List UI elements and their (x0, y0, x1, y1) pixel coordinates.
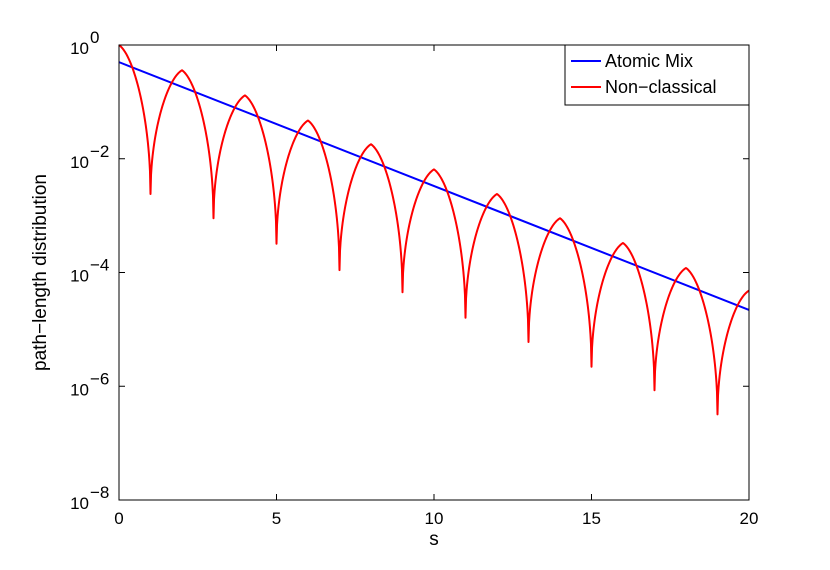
y-tick-label: 10 (70, 380, 89, 399)
y-tick-exponent: 0 (90, 28, 99, 47)
legend-label-1: Non−classical (605, 77, 717, 97)
plot-area (119, 45, 749, 500)
y-tick-exponent: −4 (90, 256, 109, 275)
y-tick-exponent: −2 (90, 142, 109, 161)
x-tick-label: 15 (582, 509, 601, 528)
legend: Atomic Mix Non−classical (564, 44, 750, 106)
y-tick-label: 10 (70, 267, 89, 286)
series-line-1 (118, 44, 750, 416)
legend-box (564, 44, 750, 106)
x-tick-label: 20 (740, 509, 759, 528)
y-tick-label: 10 (70, 494, 89, 513)
x-tick-label: 10 (425, 509, 444, 528)
legend-label-0: Atomic Mix (605, 51, 693, 71)
x-axis-title: s (429, 529, 439, 550)
x-tick-label: 5 (272, 509, 281, 528)
series-line-0 (118, 61, 750, 311)
y-tick-exponent: −8 (90, 483, 109, 502)
y-tick-label: 10 (70, 39, 89, 58)
y-tick-exponent: −6 (90, 369, 109, 388)
y-tick-label: 10 (70, 153, 89, 172)
y-axis-title: path−length distribution (30, 174, 51, 371)
x-tick-label: 0 (114, 509, 123, 528)
